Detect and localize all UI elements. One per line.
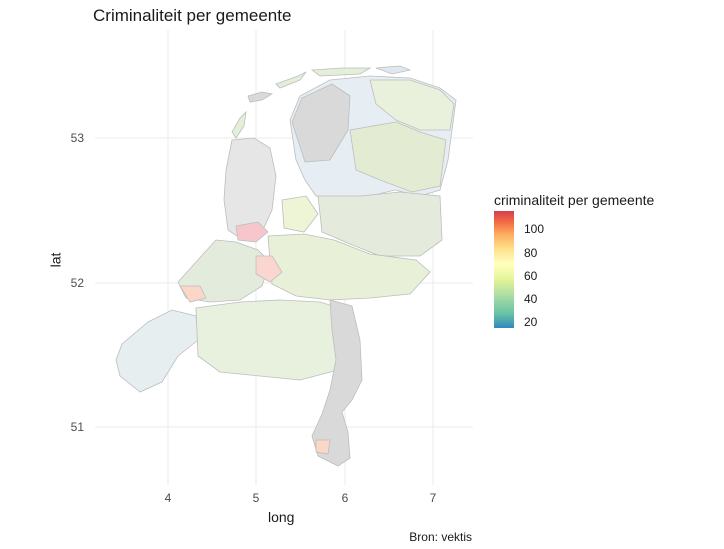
region-flevoland <box>281 195 319 233</box>
y-tick-51: 51 <box>71 420 85 434</box>
wadden-island <box>231 110 247 139</box>
region-groningen <box>369 79 455 131</box>
x-tick-6: 6 <box>342 491 349 505</box>
wadden-island <box>247 91 274 103</box>
region-overijssel <box>317 191 443 257</box>
x-tick-7: 7 <box>430 491 437 505</box>
x-tick-5: 5 <box>253 491 260 505</box>
chart-title: Criminaliteit per gemeente <box>93 6 292 25</box>
y-tick-52: 52 <box>71 276 85 290</box>
region-maastricht <box>315 439 331 455</box>
legend-tick-40: 40 <box>524 292 538 306</box>
legend-tick-20: 20 <box>524 315 538 329</box>
wadden-island <box>375 65 412 75</box>
netherlands-map <box>115 65 457 467</box>
region-noord-brabant <box>195 299 351 381</box>
region-noord-holland <box>223 137 277 239</box>
caption: Bron: vektis <box>409 530 472 544</box>
legend-colorbar <box>494 211 514 328</box>
x-tick-4: 4 <box>165 491 172 505</box>
region-rotterdam <box>179 285 207 303</box>
region-limburg <box>311 299 363 467</box>
wadden-island <box>275 71 307 89</box>
y-tick-53: 53 <box>71 131 85 145</box>
region-drenthe <box>349 121 447 193</box>
legend-tick-80: 80 <box>524 246 538 260</box>
x-axis-label: long <box>268 509 295 525</box>
region-zeeland <box>115 309 199 393</box>
legend-tick-100: 100 <box>524 222 545 236</box>
region-amsterdam <box>235 221 269 243</box>
region-friesland <box>291 83 351 163</box>
y-axis-label: lat <box>47 252 64 268</box>
region-utrecht <box>255 255 283 283</box>
legend-title: criminaliteit per gemeente <box>494 192 655 208</box>
legend-tick-60: 60 <box>524 269 538 283</box>
region-gelderland <box>267 233 431 301</box>
wadden-island <box>310 67 372 77</box>
